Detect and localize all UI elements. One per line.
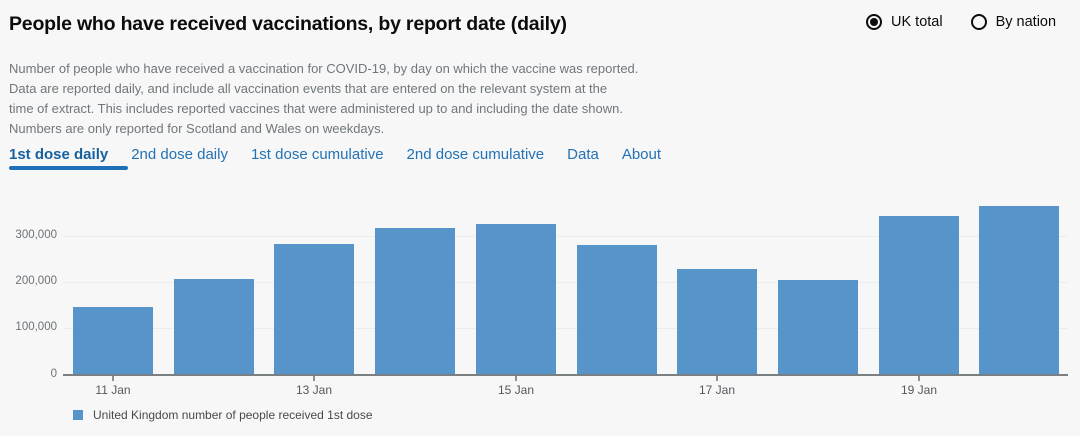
radio-uk-total-label: UK total — [891, 14, 943, 30]
y-axis-tick-label: 100,000 — [15, 321, 57, 334]
y-gridline — [63, 235, 1068, 237]
bar[interactable] — [879, 215, 959, 374]
radio-by-nation[interactable]: By nation — [970, 14, 1057, 30]
bar[interactable] — [778, 279, 858, 374]
page-title: People who have received vaccinations, b… — [9, 13, 567, 35]
description-line: Data are reported daily, and include all… — [9, 81, 608, 96]
y-axis-tick-label: 0 — [50, 367, 57, 380]
x-axis-tick — [515, 376, 517, 381]
x-axis-tick — [112, 376, 114, 381]
chart-description: Number of people who have received a vac… — [9, 59, 638, 139]
bar[interactable] — [979, 205, 1059, 374]
description-line: Numbers are only reported for Scotland a… — [9, 121, 385, 136]
radio-uk-total[interactable]: UK total — [866, 14, 943, 30]
x-axis-tick-label: 13 Jan — [295, 383, 333, 397]
x-axis-tick — [716, 376, 718, 381]
scope-radio-group: UK total By nation — [866, 14, 1056, 30]
bar[interactable] — [677, 269, 757, 374]
bar[interactable] — [73, 307, 153, 374]
tab-data[interactable]: Data — [567, 146, 599, 163]
radio-by-nation-label: By nation — [995, 14, 1057, 30]
tab-about[interactable]: About — [621, 146, 662, 163]
bar[interactable] — [375, 227, 455, 374]
x-axis-tick — [918, 376, 920, 381]
bar[interactable] — [476, 224, 556, 374]
bar[interactable] — [577, 245, 657, 374]
legend-label: United Kingdom number of people received… — [93, 408, 373, 422]
radio-selected-icon — [866, 14, 882, 30]
legend-swatch-icon — [73, 410, 83, 420]
bar-chart-plot: 0 100,000 200,000 300,000 11 Jan 13 Jan 15 Jan… — [0, 195, 1080, 397]
y-gridline — [63, 327, 1068, 329]
description-line: time of extract. This includes reported … — [9, 101, 623, 116]
radio-unselected-icon — [970, 14, 987, 30]
bar[interactable] — [274, 244, 354, 374]
chart-tabs: 1st dose daily 2nd dose daily 1st dose c… — [9, 146, 662, 170]
x-axis-tick-label: 15 Jan — [497, 383, 535, 397]
tab-1st-dose-daily[interactable]: 1st dose daily — [9, 146, 129, 170]
chart-legend: United Kingdom number of people received… — [73, 408, 373, 422]
y-axis-tick-label: 200,000 — [15, 275, 57, 288]
x-axis-tick-label: 19 Jan — [900, 383, 938, 397]
x-axis-line — [63, 374, 1068, 376]
tab-2nd-dose-cumulative[interactable]: 2nd dose cumulative — [406, 146, 545, 163]
tab-1st-dose-cumulative[interactable]: 1st dose cumulative — [250, 146, 384, 163]
x-axis-tick-label: 17 Jan — [698, 383, 736, 397]
x-axis-tick — [313, 376, 315, 381]
y-axis-tick-label: 300,000 — [15, 229, 57, 242]
description-line: Number of people who have received a vac… — [9, 61, 639, 76]
tab-2nd-dose-daily[interactable]: 2nd dose daily — [131, 146, 228, 163]
bar[interactable] — [174, 278, 254, 374]
x-axis-tick-label: 11 Jan — [95, 383, 131, 397]
y-gridline — [63, 281, 1068, 283]
